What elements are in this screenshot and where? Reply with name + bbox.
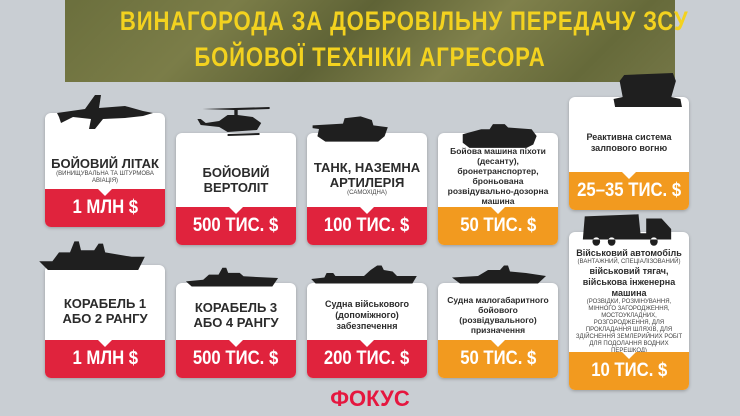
card-title: ТАНК, НАЗЕМНА АРТИЛЕРІЯ [313,159,421,190]
card-title: Бойова машина піхоти (десанту), бронетра… [447,146,549,206]
icon [462,124,537,148]
price: 1 МЛН $ [72,348,138,369]
icon [57,95,153,129]
price-band: 1 МЛН $ [45,340,165,378]
price: 50 ТИС. $ [459,348,537,369]
price: 500 ТИС. $ [193,215,279,236]
card: КОРАБЕЛЬ 1 АБО 2 РАНГУ 1 МЛН $ [39,241,165,378]
price-band: 50 ТИС. $ [438,207,558,245]
icon [312,116,388,142]
silhouette [185,267,279,287]
card-title: Корабель 3 або 4 рангу [193,299,279,330]
card-body: Судна військового (допоміжного) забезпеч… [311,293,423,338]
card-title: БОЙОВИЙ ВЕРТОЛІТ [202,165,270,195]
silhouette [613,73,682,107]
price-band: 50 ТИС. $ [438,340,558,378]
silhouette [582,214,672,246]
card: Корабель 3 або 4 рангу 500 ТИС. $ [176,267,296,378]
silhouette [312,116,388,142]
price: 50 ТИС. $ [459,215,537,236]
icon [197,107,270,136]
card-body: КОРАБЕЛЬ 1 АБО 2 РАНГУ [49,283,161,338]
price: 100 ТИС. $ [324,215,410,236]
card-title: Реактивна система залпового вогню [586,131,672,153]
price-band: 25–35 ТИС. $ [569,172,689,210]
price-band: 200 ТИС. $ [307,340,427,378]
card-note: (винищувальна та штурмова авіація) [56,170,154,184]
title: БОЙОВОЇ ТЕХНІКИ АГРЕСОРА [194,42,546,72]
card-body: Корабель 3 або 4 рангу [180,291,292,338]
title: ВИНАГОРОДА ЗА ДОБРОВІЛЬНУ ПЕРЕДАЧУ ЗСУ [119,6,689,36]
silhouette [452,265,546,284]
price: 1 МЛН $ [72,197,138,218]
price: 200 ТИС. $ [324,348,410,369]
card-title: Військовий автомобіль [576,247,682,258]
card-body: БОЙОВИЙ ЛІТАК (винищувальна та штурмова а… [49,153,161,187]
card-body: ТАНК, НАЗЕМНА АРТИЛЕРІЯ (самохідна) [311,151,423,205]
card-body: Реактивна система залпового вогню [573,115,685,170]
card-body: БОЙОВИЙ ВЕРТОЛІТ [180,155,292,205]
silhouette [39,241,145,270]
card-title: військовий тягач, військова інженерна ма… [582,265,676,298]
price-band: 500 ТИС. $ [176,340,296,378]
card-body: Військовий автомобіль (вантажний, спеціал… [573,248,685,354]
icon [582,214,672,246]
card-title: Судна військового (допоміжного) забезпеч… [325,299,409,331]
card-note: (самохідна) [347,189,387,196]
silhouette [311,265,417,284]
price: 500 ТИС. $ [193,348,279,369]
card: ТАНК, НАЗЕМНА АРТИЛЕРІЯ (самохідна) 100 ТИ… [307,116,427,245]
price: 25–35 ТИС. $ [576,180,682,201]
banner: ВИНАГОРОДА ЗА ДОБРОВІЛЬНУ ПЕРЕДАЧУ ЗСУ Б… [65,0,689,82]
card: Реактивна система залпового вогню 25–35 Т… [569,73,689,210]
card-note: (вантажний, спеціалізований) [577,258,681,265]
card-body: Бойова машина піхоти (десанту), бронетра… [442,146,554,206]
card-title: КОРАБЕЛЬ 1 АБО 2 РАНГУ [62,295,148,326]
icon [39,241,145,270]
icon [311,265,417,284]
card: Бойова машина піхоти (десанту), бронетра… [438,124,558,245]
card-body: Судна малогабаритного бойового (розвідув… [442,291,554,338]
icon [613,73,682,107]
price-band: 500 ТИС. $ [176,207,296,245]
silhouette [197,107,270,136]
silhouette [57,95,153,129]
silhouette [462,124,537,148]
card-note: (розвідки, розмінування, мінного загород… [575,298,683,354]
price-band: 100 ТИС. $ [307,207,427,245]
price-band: 1 МЛН $ [45,189,165,227]
card-title: БОЙОВИЙ ЛІТАК [51,155,159,171]
logo: ФОКУС [330,386,410,411]
card: Судна малогабаритного бойового (розвідув… [438,265,558,378]
icon [452,265,546,284]
price: 10 ТИС. $ [590,360,668,381]
card: БОЙОВИЙ ВЕРТОЛІТ 500 ТИС. $ [176,107,296,245]
card: БОЙОВИЙ ЛІТАК (винищувальна та штурмова а… [45,95,165,227]
card: Військовий автомобіль (вантажний, спеціал… [569,214,689,390]
card: Судна військового (допоміжного) забезпеч… [307,265,427,378]
price-band: 10 ТИС. $ [569,352,689,390]
card-title: Судна малогабаритного бойового (розвідув… [447,294,549,335]
icon [185,267,279,287]
